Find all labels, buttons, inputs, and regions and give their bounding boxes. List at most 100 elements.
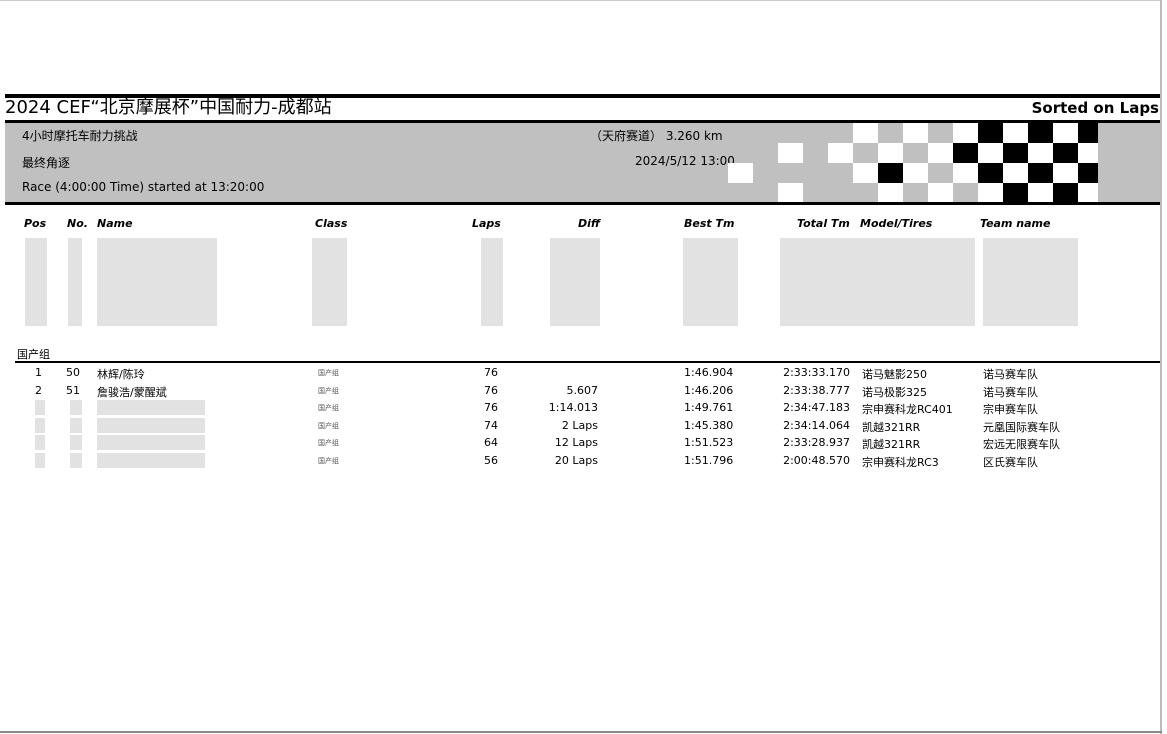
- checkered-flag-cell: [1053, 183, 1078, 203]
- cell-laps: 76: [484, 366, 498, 379]
- checkered-flag-cell: [1003, 123, 1028, 143]
- cell-class: 国产组: [318, 439, 339, 448]
- cell-total: 2:34:14.064: [783, 418, 850, 432]
- cell-model: 诺马魅影250: [862, 368, 927, 381]
- col-pos: Pos: [24, 217, 47, 230]
- checkered-flag-cell: [1053, 123, 1078, 143]
- cell-total: 2:33:38.777: [783, 383, 850, 397]
- checkered-flag-cell: [1028, 123, 1053, 143]
- redacted-cell: [35, 453, 45, 468]
- cell-best: 1:46.206: [684, 383, 734, 397]
- cell-class: 国产组: [318, 457, 339, 465]
- group-label: 国产组: [17, 348, 50, 361]
- page-border-right: [1160, 0, 1162, 734]
- checkered-flag-cell: [1078, 163, 1098, 183]
- redacted-cell: [70, 400, 82, 416]
- cell-model: 诺马极影325: [862, 385, 927, 399]
- redacted-cell: [35, 435, 45, 451]
- col-name: Name: [97, 217, 133, 230]
- checkered-flag-cell: [853, 123, 878, 143]
- cell-model: 宗申赛科龙RC3: [862, 456, 939, 469]
- page-border-top: [0, 0, 1162, 1]
- cell-model: 凯越321RR: [862, 420, 921, 434]
- checkered-flag-cell: [928, 143, 953, 163]
- event-name: 4小时摩托车耐力挑战: [22, 129, 138, 143]
- cell-team: 元凰国际赛车队: [983, 420, 1060, 434]
- checkered-flag-cell: [1003, 183, 1028, 203]
- sort-label: Sorted on Laps: [1031, 99, 1159, 117]
- checkered-flag-cell: [953, 143, 978, 163]
- checkered-flag-cell: [1028, 163, 1053, 183]
- table-row: 国产组 56 20 Laps 1:51.796 2:00:48.570 宗申赛科龙RC3 区…: [0, 452, 1160, 469]
- page-border-bottom: [0, 731, 1162, 733]
- checkered-flag-cell: [978, 183, 1003, 203]
- checkered-flag-cell: [1053, 143, 1078, 163]
- checkered-flag-cell: [903, 163, 928, 183]
- cell-best: 1:51.796: [684, 454, 734, 467]
- cell-best: 1:46.904: [684, 366, 734, 379]
- cell-best: 1:49.761: [684, 401, 734, 415]
- col-model: Model/Tires: [860, 217, 933, 230]
- redacted-cell: [70, 417, 82, 433]
- cell-total: 2:33:33.170: [783, 366, 850, 379]
- cell-no: 51: [66, 383, 80, 397]
- table-row: 国产组 64 12 Laps 1:51.523 2:33:28.937 凯越321RR 宏远…: [0, 434, 1160, 451]
- redacted-cell: [70, 453, 82, 468]
- checkered-flag-cell: [1003, 163, 1028, 183]
- cell-laps: 76: [484, 383, 498, 397]
- checkered-flag-cell: [1078, 123, 1098, 143]
- cell-class: 国产组: [318, 421, 339, 430]
- redacted-cell: [97, 435, 205, 451]
- checkered-flag-cell: [778, 183, 803, 203]
- checkered-flag-cell: [1003, 143, 1028, 163]
- cell-pos: 1: [35, 366, 42, 379]
- checkered-flag-cell: [953, 123, 978, 143]
- cell-laps: 74: [484, 418, 498, 432]
- checkered-flag-cell: [1028, 143, 1053, 163]
- redacted-cell: [35, 400, 45, 416]
- track-info: （天府赛道） 3.260 km: [590, 129, 723, 143]
- table-row: 国产组 76 1:14.013 1:49.761 2:34:47.183 宗申赛科龙RC4…: [0, 399, 1160, 416]
- cell-diff: 20 Laps: [554, 454, 598, 467]
- cell-team: 诺马赛车队: [983, 368, 1038, 381]
- checkered-flag-cell: [878, 183, 903, 203]
- col-diff: Diff: [578, 217, 601, 230]
- table-row: 国产组 74 2 Laps 1:45.380 2:34:14.064 凯越321RR 元凰国…: [0, 417, 1160, 434]
- checkered-flag-cell: [1028, 183, 1053, 203]
- redacted-cell: [97, 453, 205, 468]
- cell-team: 宗申赛车队: [983, 403, 1038, 417]
- checkered-flag-cell: [978, 123, 1003, 143]
- checkered-flag-cell: [1078, 183, 1098, 203]
- table-row: 1 50 林辉/陈玲 国产组 76 1:46.904 2:33:33.170 诺马魅影250 诺…: [0, 364, 1160, 381]
- checkered-flag-cell: [728, 163, 753, 183]
- checkered-flag-cell: [878, 163, 903, 183]
- cell-name: 林辉/陈玲: [97, 368, 145, 381]
- checkered-flag-cell: [903, 123, 928, 143]
- redacted-cell: [97, 417, 205, 433]
- cell-total: 2:00:48.570: [783, 454, 850, 467]
- checkered-flag-cell: [1078, 143, 1098, 163]
- col-team: Team name: [980, 217, 1051, 230]
- cell-pos: 2: [35, 383, 42, 397]
- report-title: 2024 CEF“北京摩展杯”中国耐力-成都站: [5, 97, 332, 118]
- cell-diff: 2 Laps: [561, 418, 598, 432]
- cell-team: 宏远无限赛车队: [983, 438, 1060, 452]
- col-no: No.: [67, 217, 88, 230]
- checkered-flag-cell: [928, 183, 953, 203]
- cell-best: 1:51.523: [684, 436, 734, 450]
- redacted-cell: [97, 400, 205, 416]
- cell-total: 2:34:47.183: [783, 401, 850, 415]
- info-band: 4小时摩托车耐力挑战 最终角逐 Race (4:00:00 Time) star…: [5, 123, 1160, 203]
- cell-laps: 64: [484, 436, 498, 450]
- cell-class: 国产组: [318, 386, 339, 395]
- cell-total: 2:33:28.937: [783, 436, 850, 450]
- checkered-flag-cell: [978, 143, 1003, 163]
- cell-class: 国产组: [318, 369, 339, 377]
- checkered-flag-cell: [1053, 163, 1078, 183]
- cell-team: 诺马赛车队: [983, 385, 1038, 399]
- cell-diff: 12 Laps: [554, 436, 598, 450]
- cell-no: 50: [66, 366, 80, 379]
- divider: [5, 202, 1160, 205]
- checkered-flag-cell: [853, 163, 878, 183]
- cell-laps: 76: [484, 401, 498, 415]
